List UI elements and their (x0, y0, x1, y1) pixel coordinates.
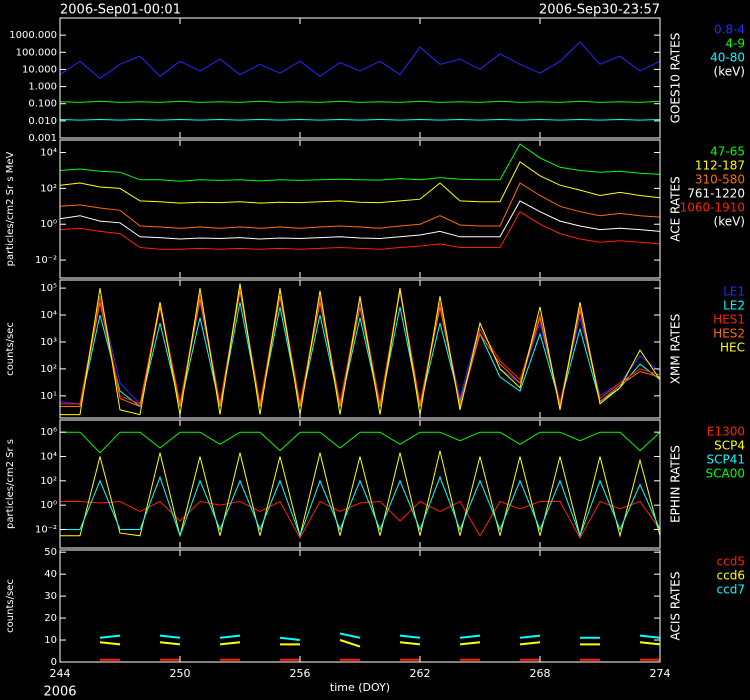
y-tick-label: 10⁵ (40, 283, 57, 294)
y-tick-label: 10² (40, 183, 57, 194)
y-tick-label: 50 (44, 547, 57, 558)
y-axis-label: counts/sec (5, 579, 16, 633)
legend-entry: 112-187 (695, 159, 745, 173)
series-line (60, 182, 660, 229)
plot-area (60, 283, 660, 416)
plot-area (60, 431, 660, 540)
panel-title: GOES10 RATES (669, 33, 683, 124)
y-tick-label: 10⁶ (40, 427, 57, 438)
panel-frame (59, 139, 661, 279)
legend-entry: LE1 (723, 285, 745, 299)
legend-entry: HES1 (713, 313, 745, 327)
plot-area (60, 41, 660, 121)
series-line (60, 161, 660, 204)
legend-entry: E1300 (707, 425, 745, 439)
series-line (60, 450, 660, 538)
y-tick-label: 40 (44, 569, 57, 580)
x-tick-label: 250 (170, 667, 191, 680)
y-tick-label: 10 (44, 635, 57, 646)
series-line (60, 288, 660, 405)
y-axis-label: particles/cm2 Sr s (5, 439, 16, 529)
y-tick-label: 10⁻² (35, 255, 57, 266)
y-tick-label: 10⁻² (35, 524, 57, 535)
legend-entry: LE2 (723, 299, 745, 313)
series-line (99, 632, 660, 641)
y-tick-label: 0.001 (28, 133, 57, 144)
legend-entry: ccd6 (717, 569, 745, 583)
x-tick-label: 262 (410, 667, 431, 680)
x-axis-label: time (DOY) (330, 681, 390, 694)
x-tick-label: 274 (650, 667, 671, 680)
series-line (60, 210, 660, 250)
series-line (60, 200, 660, 240)
y-tick-label: 0.100 (28, 99, 57, 110)
plot-area (60, 143, 660, 250)
panel-title: XMM RATES (669, 314, 683, 384)
y-tick-label: 10³ (40, 337, 57, 348)
panel-title: ACE RATES (669, 176, 683, 241)
legend-entry: HES2 (713, 327, 745, 341)
series-line (60, 100, 660, 103)
y-tick-label: 20 (44, 613, 57, 624)
series-line (60, 475, 660, 538)
y-tick-label: 10⁴ (40, 148, 57, 159)
panel-frame (59, 419, 661, 549)
legend-entry: ccd5 (717, 555, 745, 569)
series-line (60, 118, 660, 121)
legend-entry: 761-1220 (687, 187, 745, 201)
series-line (99, 639, 660, 648)
y-axis-label: particles/cm2 Sr s MeV (5, 151, 16, 266)
legend-entry: SCP4 (714, 439, 745, 453)
legend-entry: ccd7 (717, 583, 745, 597)
series-line (60, 290, 660, 408)
start-label: 2006-Sep01-00:01 (60, 3, 181, 18)
legend-entry: 40-80 (710, 51, 745, 65)
panel-title: EPHIN RATES (669, 445, 683, 523)
legend-entry: 0.8-4 (714, 23, 745, 37)
y-tick-label: 10⁴ (40, 310, 57, 321)
y-tick-label: 10² (40, 364, 57, 375)
plot-area (99, 632, 660, 661)
y-tick-label: 10.000 (22, 64, 57, 75)
series-line (60, 500, 660, 540)
y-tick-label: 100.000 (16, 47, 57, 58)
year-label: 2006 (43, 685, 76, 700)
y-tick-label: 10⁰ (40, 219, 57, 230)
y-tick-label: 0 (51, 657, 57, 668)
x-tick-label: 268 (530, 667, 551, 680)
y-tick-label: 10¹ (40, 391, 57, 402)
series-line (60, 288, 660, 405)
y-tick-label: 1.000 (28, 82, 57, 93)
panel-frame (59, 17, 661, 139)
y-tick-label: 30 (44, 591, 57, 602)
y-tick-label: 0.010 (28, 116, 57, 127)
panel-title: ACIS RATES (669, 571, 683, 640)
end-label: 2006-Sep30-23:57 (539, 3, 660, 18)
panel-frame (59, 549, 661, 663)
legend-entry: 47-65 (710, 145, 745, 159)
legend-entry: 4-9 (725, 37, 745, 51)
legend-entry: 1060-1910 (680, 201, 745, 215)
legend-entry: 310-580 (695, 173, 745, 187)
x-tick-label: 244 (50, 667, 71, 680)
y-tick-label: 10² (40, 476, 57, 487)
y-tick-label: 10⁰ (40, 500, 57, 511)
x-tick-label: 256 (290, 667, 311, 680)
y-tick-label: 1000.000 (9, 30, 57, 41)
series-line (60, 431, 660, 454)
series-line (60, 41, 660, 80)
legend-entry: SCP41 (706, 453, 745, 467)
series-line (60, 283, 660, 416)
legend-unit: (keV) (714, 65, 745, 79)
legend-entry: HEC (720, 341, 745, 355)
legend-unit: (keV) (714, 215, 745, 229)
series-line (60, 143, 660, 182)
panel-frame (59, 279, 661, 419)
y-axis-label: counts/sec (5, 322, 16, 376)
legend-entry: SCA00 (706, 467, 745, 481)
y-tick-label: 10⁴ (40, 451, 57, 462)
